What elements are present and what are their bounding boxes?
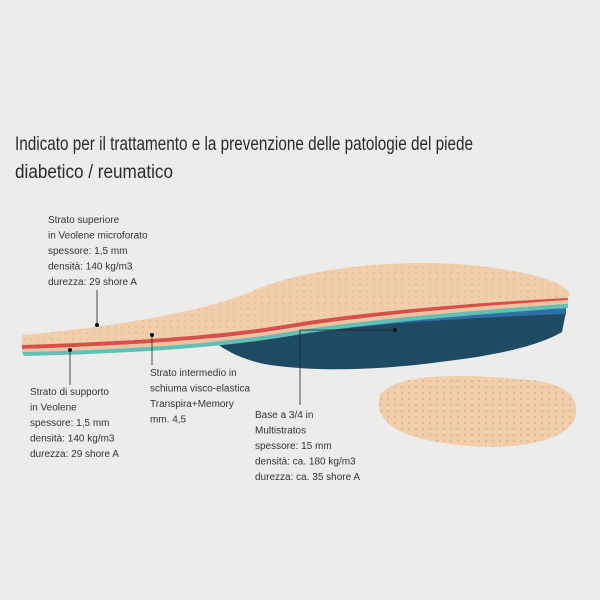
callout-text: spessore: 1,5 mm	[48, 246, 127, 257]
insole-side	[22, 263, 570, 370]
callout-text: spessore: 15 mm	[255, 441, 332, 452]
callout-text: Strato intermedio in	[150, 368, 237, 379]
insole-top	[378, 376, 577, 447]
callout-text: Strato di supporto	[30, 387, 109, 398]
callout-text: durezza: ca. 35 shore A	[255, 472, 360, 483]
callout-text: densità: 140 kg/m3	[48, 262, 133, 273]
callout-text: Multistratos	[255, 426, 306, 437]
callout-text: spessore: 1,5 mm	[30, 418, 109, 429]
callout-text: Base a 3/4 in	[255, 410, 313, 421]
leaders	[69, 290, 395, 405]
callout-text: densità: 140 kg/m3	[30, 434, 115, 445]
callout-text: in Veolene	[30, 403, 77, 414]
callout-text: durezza: 29 shore A	[48, 277, 137, 288]
callout-text: densità: ca. 180 kg/m3	[255, 457, 356, 468]
callout-text: schiuma visco-elastica	[150, 384, 250, 395]
title-line: Indicato per il trattamento e la prevenz…	[15, 134, 473, 155]
callout-text: mm. 4,5	[150, 415, 187, 426]
callout-text: Strato superiore	[48, 215, 120, 226]
callout-text: in Veolene microforato	[48, 231, 148, 242]
title-line: diabetico / reumatico	[15, 162, 173, 183]
callout-text: durezza: 29 shore A	[30, 449, 119, 460]
callout-text: Transpira+Memory	[150, 399, 234, 410]
leader-dots	[68, 323, 397, 352]
